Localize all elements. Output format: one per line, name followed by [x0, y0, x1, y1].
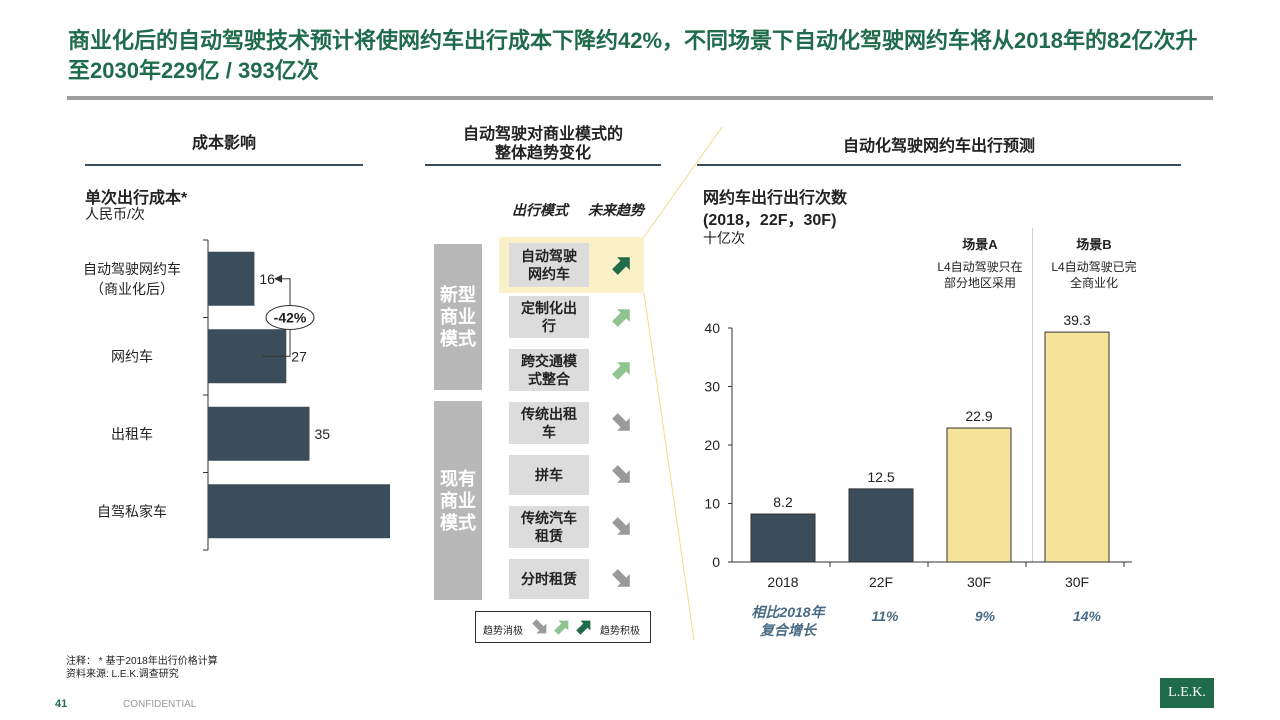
cost-category-label: 出租车	[111, 426, 153, 442]
cost-bar-chart: 自动驾驶网约车（商业化后）16网约车27出租车35自驾私家车90-42%	[83, 239, 390, 551]
legend-arrow-negative-icon	[532, 619, 547, 634]
legend-negative-label: 趋势消极	[483, 626, 523, 637]
trip-value-label: 22.9	[965, 408, 992, 424]
mode-item: 跨交通模 式整合	[509, 349, 589, 391]
trip-y-tick-label: 40	[704, 320, 720, 336]
legend-arrow-strong-icon	[576, 620, 591, 635]
cost-change-badge	[265, 305, 315, 330]
cost-category-label: 自动驾驶网约车	[83, 261, 181, 277]
trend-header-line2: 整体趋势变化	[494, 145, 591, 162]
trend-header: 自动驾驶对商业模式的 整体趋势变化	[425, 125, 661, 163]
cost-bar	[208, 484, 390, 539]
trip-value-label: 39.3	[1063, 312, 1090, 328]
legend-arrows	[532, 619, 591, 635]
title-divider	[67, 96, 1213, 100]
cost-value-label: 35	[315, 426, 331, 442]
group-new-models: 新型 商业 模式	[434, 244, 482, 390]
trip-category-label: 30F	[1065, 574, 1089, 590]
growth-30f-b: 14%	[1072, 608, 1102, 624]
forecast-header: 自动化驾驶网约车出行预测	[842, 138, 1035, 155]
scenario-a-desc: L4自动驾驶只在 部分地区采用	[937, 260, 1023, 290]
trend-divider	[425, 164, 661, 166]
trip-bar	[946, 427, 1012, 563]
growth-label: 相比2018年 复合增长	[751, 604, 825, 638]
trip-y-tick-label: 0	[712, 554, 720, 570]
col-trend-header: 未来趋势	[588, 202, 644, 218]
trip-y-tick-label: 10	[704, 496, 720, 512]
trend-up-arrow-icon	[612, 309, 630, 327]
cost-impact-header: 成本影响	[191, 135, 256, 152]
forecast-unit: 十亿次	[703, 230, 745, 246]
mode-item: 传统出租 车	[509, 402, 589, 444]
mode-item: 定制化出 行	[509, 296, 589, 338]
group-existing-models: 现有 商业 模式	[434, 401, 482, 600]
trip-category-label: 22F	[869, 574, 893, 590]
forecast-subtitle-1: 网约车出行出行次数	[703, 190, 848, 207]
cost-value-label: 27	[291, 348, 307, 364]
cost-category-label: 自驾私家车	[97, 503, 167, 519]
trip-category-label: 30F	[967, 574, 991, 590]
cost-subtitle: 单次出行成本*	[85, 190, 188, 207]
cost-value-label: 16	[259, 271, 275, 287]
trend-down-arrow-icon	[612, 517, 630, 535]
lek-logo: L.E.K.	[1160, 678, 1214, 708]
cost-change-label: -42%	[274, 310, 307, 326]
page-number: 41	[55, 698, 68, 710]
scenario-b-desc: L4自动驾驶已完 全商业化	[1051, 260, 1137, 290]
trip-bar	[848, 488, 914, 563]
trip-bar	[1044, 331, 1110, 563]
scenario-a-title: 场景A	[962, 237, 998, 252]
trend-up-arrow-icon	[612, 257, 630, 275]
footnote: 注释： * 基于2018年出行价格计算	[66, 656, 218, 667]
mode-item: 分时租赁	[509, 559, 589, 599]
trend-up-arrow-icon	[612, 362, 630, 380]
cost-bar	[208, 251, 255, 306]
source-note: 资料来源: L.E.K.调查研究	[66, 669, 179, 680]
mode-item: 拼车	[509, 455, 589, 495]
trip-y-tick-label: 20	[704, 437, 720, 453]
cost-unit: 人民币/次	[85, 206, 145, 222]
legend-arrow-positive-icon	[554, 620, 569, 635]
trip-bar	[750, 513, 816, 563]
trend-down-arrow-icon	[612, 413, 630, 431]
page-title: 商业化后的自动驾驶技术预计将使网约车出行成本下降约42%，不同场景下自动化驾驶网…	[68, 28, 1198, 83]
cost-bar	[208, 406, 310, 461]
cost-category-label: （商业化后）	[90, 281, 174, 297]
trend-header-line1: 自动驾驶对商业模式的	[462, 126, 623, 143]
trip-value-label: 8.2	[773, 494, 793, 510]
forecast-subtitle-2: (2018，22F，30F)	[703, 212, 837, 229]
legend-positive-label: 趋势积极	[600, 626, 640, 637]
trend-down-arrow-icon	[612, 465, 630, 483]
mode-item: 自动驾驶 网约车	[509, 243, 589, 287]
trend-legend: 趋势消极 趋势积极	[475, 611, 651, 643]
mode-item: 传统汽车 租赁	[509, 506, 589, 548]
growth-22f: 11%	[871, 608, 899, 624]
trip-value-label: 12.5	[867, 469, 894, 485]
trend-down-arrow-icon	[612, 569, 630, 587]
cost-bracket-arrow-icon	[274, 274, 282, 283]
scenario-b-title: 场景B	[1076, 237, 1112, 252]
cost-impact-divider	[85, 164, 363, 166]
zoom-connector	[643, 126, 723, 641]
trip-y-tick-label: 30	[704, 379, 720, 395]
cost-category-label: 网约车	[111, 348, 153, 364]
forecast-bar-chart: 0 10 20 30 40 8.2 2018 12.5 22F 22.9 30F 39.3 30F	[704, 312, 1132, 590]
col-mode-header: 出行模式	[512, 202, 568, 218]
confidential-label: CONFIDENTIAL	[123, 699, 197, 710]
trip-category-label: 2018	[767, 574, 798, 590]
growth-30f-a: 9%	[974, 608, 996, 624]
scenario-separator	[1032, 228, 1033, 562]
forecast-divider	[697, 164, 1181, 166]
